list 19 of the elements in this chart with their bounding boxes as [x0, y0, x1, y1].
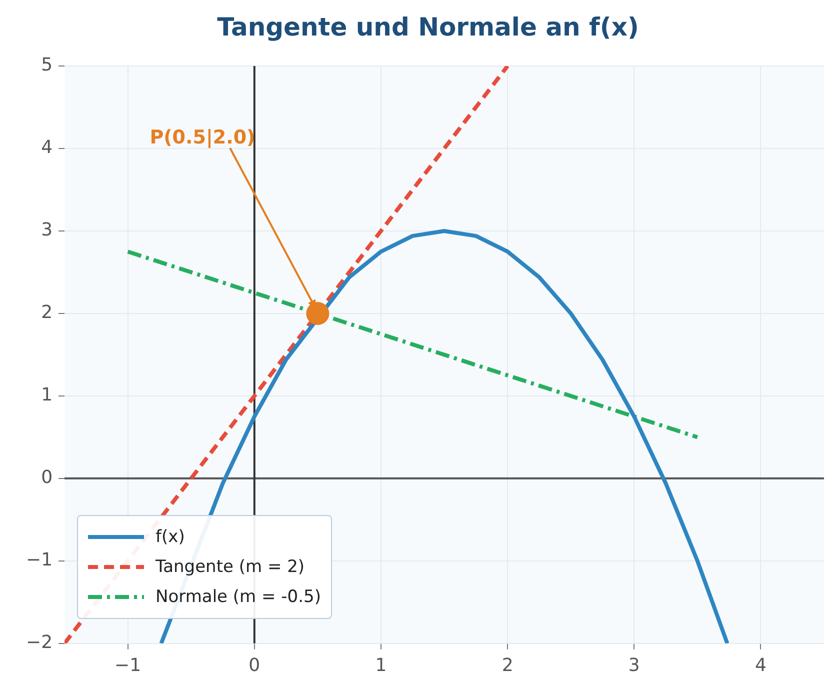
y-tick-label: 4 [41, 137, 53, 158]
y-tick-label: 0 [41, 467, 53, 488]
y-tick-label: 1 [41, 384, 53, 406]
y-tick-label: −1 [26, 550, 53, 571]
legend-label: f(x) [156, 527, 185, 548]
legend-label: Tangente (m = 2) [156, 557, 305, 578]
y-tick-label: 5 [41, 54, 53, 76]
x-tick-label: 2 [502, 654, 514, 676]
x-tick-label: 0 [248, 654, 260, 676]
x-tick-label: 1 [375, 654, 387, 676]
x-tick-label: 4 [754, 654, 766, 676]
legend-label: Normale (m = -0.5) [156, 587, 321, 608]
y-tick-label: −2 [26, 632, 53, 654]
annotation: P(0.5|2.0) [150, 126, 256, 148]
y-tick-label: 3 [41, 220, 53, 241]
x-tick-label: 3 [628, 654, 640, 676]
x-tick-label: −1 [114, 654, 142, 676]
chart-title: Tangente und Normale an f(x) [217, 12, 639, 42]
y-tick-label: 2 [41, 302, 53, 324]
